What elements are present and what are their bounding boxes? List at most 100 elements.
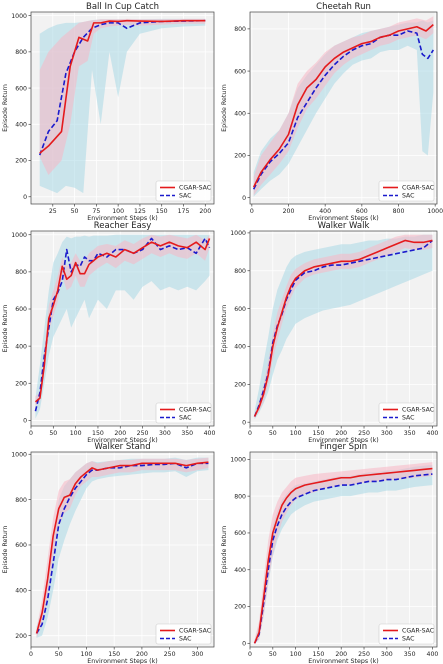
x-axis-label: Environment Steps (k) bbox=[87, 437, 157, 444]
cgar-sac-line bbox=[39, 19, 206, 154]
chart-title: Reacher Easy bbox=[94, 221, 152, 231]
y-axis-label: Episode Return bbox=[2, 526, 9, 574]
x-tick-label: 25 bbox=[49, 208, 57, 215]
x-tick-label: 350 bbox=[404, 430, 416, 437]
axes-frame bbox=[30, 230, 215, 427]
x-axis-label: Environment Steps (k) bbox=[308, 437, 378, 444]
x-tick-label: 350 bbox=[181, 430, 193, 437]
x-tick-label: 50 bbox=[269, 651, 277, 658]
chart-panel-3: 0 50 100 150 200 250 300 350 400 0 200 400 600 800 100… bbox=[2, 221, 216, 444]
cgar-sac-confidence-band bbox=[254, 234, 433, 419]
legend-label: CGAR-SAC bbox=[179, 185, 211, 192]
axes-frame bbox=[30, 11, 215, 205]
y-tick-label: 0 bbox=[242, 419, 246, 426]
plot-series-area bbox=[253, 234, 433, 420]
plot-series-area bbox=[252, 16, 435, 197]
x-axis-label: Environment Steps (k) bbox=[87, 215, 157, 222]
y-tick-label: 0 bbox=[23, 194, 27, 201]
y-tick-label: 1000 bbox=[230, 230, 246, 237]
legend-label: SAC bbox=[179, 636, 192, 643]
cgar-sac-confidence-band bbox=[39, 18, 206, 176]
chart-panel-5: 0 50 100 150 200 250 300 200 400 600 800 1000 Walker… bbox=[2, 442, 215, 664]
legend-label: CGAR-SAC bbox=[402, 407, 434, 414]
chart-title: Cheetah Run bbox=[316, 2, 371, 12]
x-tick-label: 0 bbox=[250, 208, 254, 215]
plot-background bbox=[31, 452, 214, 647]
y-tick-label: 400 bbox=[15, 343, 27, 350]
x-tick-label: 200 bbox=[199, 208, 211, 215]
x-tick-label: 250 bbox=[137, 430, 149, 437]
x-tick-label: 50 bbox=[49, 430, 57, 437]
y-tick-label: 200 bbox=[234, 382, 246, 389]
x-tick-label: 1000 bbox=[427, 208, 443, 215]
y-tick-label: 600 bbox=[15, 306, 27, 313]
x-tick-label: 75 bbox=[92, 208, 100, 215]
y-tick-label: 400 bbox=[234, 344, 246, 351]
chart-panel-4: 0 50 100 150 200 250 300 350 400 0 200 400 600 800 100… bbox=[221, 221, 438, 444]
x-tick-label: 150 bbox=[313, 651, 325, 658]
legend-label: CGAR-SAC bbox=[179, 628, 211, 635]
chart-panel-6: 0 50 100 150 200 250 300 350 400 0 200 400 600 800 100… bbox=[221, 442, 438, 664]
y-axis-label: Episode Return bbox=[2, 305, 9, 353]
x-tick-label: 100 bbox=[290, 430, 302, 437]
legend-label: SAC bbox=[402, 636, 415, 643]
y-tick-label: 1000 bbox=[11, 451, 27, 458]
x-tick-label: 350 bbox=[404, 651, 416, 658]
x-tick-label: 400 bbox=[427, 430, 439, 437]
legend-label: CGAR-SAC bbox=[179, 407, 211, 414]
legend-label: SAC bbox=[179, 415, 192, 422]
cgar-sac-line bbox=[253, 467, 433, 644]
x-tick-label: 0 bbox=[248, 651, 252, 658]
x-tick-label: 300 bbox=[159, 430, 171, 437]
y-tick-label: 1000 bbox=[11, 13, 27, 20]
cgar-sac-line bbox=[35, 461, 209, 634]
y-tick-label: 0 bbox=[23, 418, 27, 425]
y-tick-label: 800 bbox=[234, 493, 246, 500]
x-tick-label: 50 bbox=[269, 430, 277, 437]
x-tick-label: 0 bbox=[29, 651, 33, 658]
x-tick-label: 800 bbox=[393, 208, 405, 215]
x-tick-label: 50 bbox=[55, 651, 63, 658]
y-tick-label: 600 bbox=[234, 68, 246, 75]
sac-line bbox=[253, 239, 433, 417]
chart-title: Finger Spin bbox=[320, 442, 367, 452]
x-tick-label: 200 bbox=[114, 430, 126, 437]
cgar-sac-confidence-band bbox=[35, 234, 210, 406]
cgar-sac-line bbox=[252, 24, 434, 188]
x-tick-label: 250 bbox=[358, 651, 370, 658]
y-tick-label: 800 bbox=[15, 49, 27, 56]
x-tick-label: 600 bbox=[356, 208, 368, 215]
y-tick-label: 1000 bbox=[230, 457, 246, 464]
y-tick-label: 200 bbox=[15, 380, 27, 387]
y-tick-label: 800 bbox=[234, 268, 246, 275]
y-tick-label: 0 bbox=[242, 195, 246, 202]
y-tick-label: 200 bbox=[15, 633, 27, 640]
sac-confidence-band bbox=[254, 464, 433, 644]
x-tick-label: 100 bbox=[70, 430, 82, 437]
y-tick-label: 200 bbox=[15, 158, 27, 165]
axes-frame bbox=[249, 451, 438, 648]
cgar-sac-line bbox=[34, 238, 211, 403]
x-axis-label: Environment Steps (k) bbox=[87, 658, 157, 664]
x-tick-label: 125 bbox=[134, 208, 146, 215]
legend-label: SAC bbox=[179, 193, 192, 200]
y-axis-label: Episode Return bbox=[221, 305, 228, 353]
chart-title: Walker Walk bbox=[318, 221, 370, 231]
x-tick-label: 150 bbox=[108, 651, 120, 658]
cgar-sac-line bbox=[253, 239, 433, 417]
x-tick-label: 100 bbox=[81, 651, 93, 658]
y-tick-label: 600 bbox=[15, 85, 27, 92]
axes-frame bbox=[249, 11, 438, 205]
axes-frame bbox=[30, 451, 215, 648]
x-tick-label: 175 bbox=[178, 208, 190, 215]
x-tick-label: 200 bbox=[335, 651, 347, 658]
x-tick-label: 250 bbox=[164, 651, 176, 658]
y-axis-label: Episode Return bbox=[221, 84, 228, 132]
chart-panel-2: 0 200 400 600 800 1000 0 200 400 600 800 Cheetah Ru… bbox=[221, 2, 443, 222]
y-tick-label: 200 bbox=[234, 604, 246, 611]
chart-title: Walker Stand bbox=[94, 442, 150, 452]
